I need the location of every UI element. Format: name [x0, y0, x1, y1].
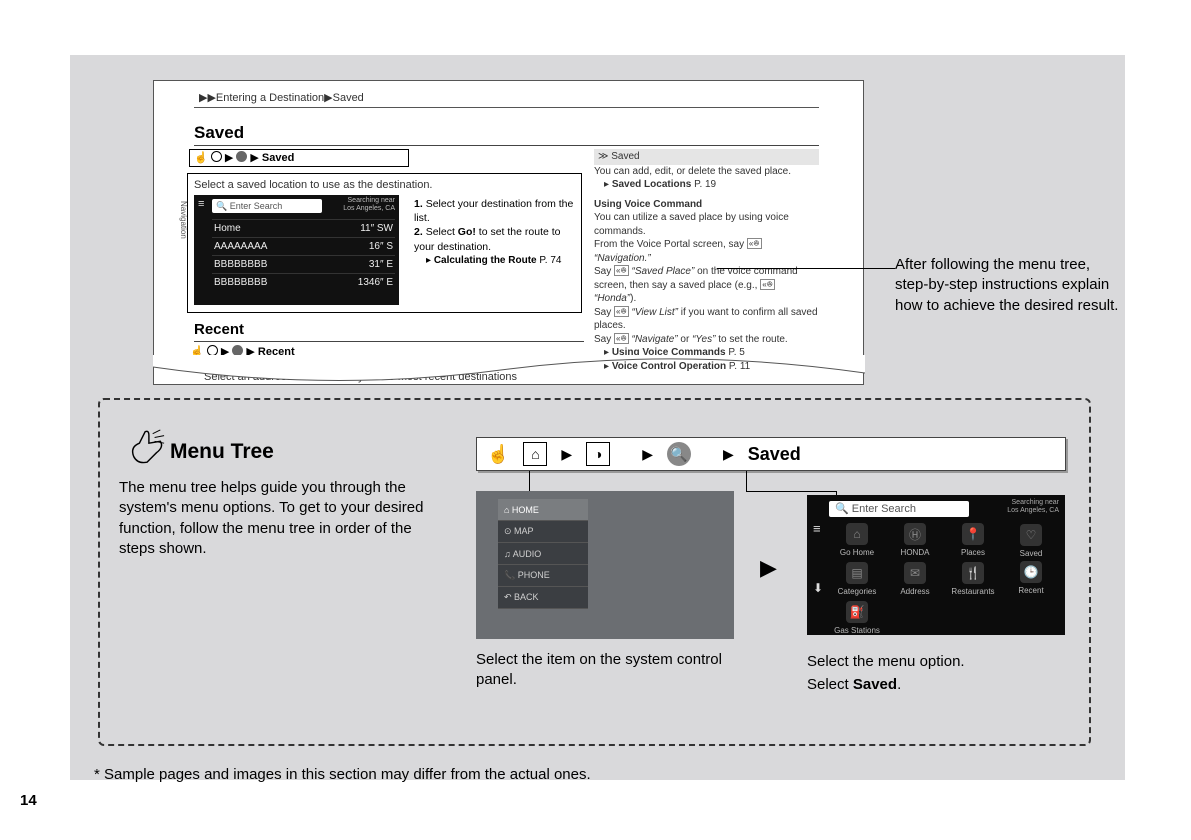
heading-saved: Saved — [194, 123, 244, 143]
menu-item-home: ⌂ HOME — [498, 499, 588, 521]
saved-label: Saved — [748, 444, 801, 465]
heading-recent: Recent — [194, 321, 244, 338]
menu-item-map: ⊙ MAP — [498, 521, 588, 543]
control-panel-screenshot: ⌂ HOME ⊙ MAP ♫ AUDIO 📞 PHONE ↶ BACK — [476, 491, 734, 639]
menu-tree-bar-recent: ☝ ▶ ▶ Recent — [190, 345, 295, 358]
connector-line — [746, 491, 836, 492]
search-field: 🔍 Enter Search — [212, 199, 322, 213]
hamburger-icon: ≡ — [813, 525, 821, 532]
caption-menu-option: Select the menu option. Select Saved. — [807, 650, 1057, 697]
arrow-icon: ▶ — [760, 555, 777, 581]
breadcrumb: ▶▶Entering a Destination▶Saved — [199, 91, 364, 104]
menu-tree-bar-large: ☝ ⌂ ▶ ◑ ▶ 🔍 ▶ Saved — [476, 437, 1066, 471]
callout-leader-line — [717, 268, 895, 269]
manual-page-capture: ▶▶Entering a Destination▶Saved Saved ☝ ▶… — [153, 80, 864, 385]
saved-list-screenshot: ≡ 🔍 Enter Search Searching nearLos Angel… — [194, 195, 399, 305]
menu-item-back: ↶ BACK — [498, 587, 588, 609]
caption-control-panel: Select the item on the system control pa… — [476, 650, 736, 689]
nav-icon: ◑ — [586, 442, 610, 466]
step-list: 1. Select your destination from the list… — [414, 197, 574, 267]
hand-icon — [128, 428, 166, 466]
down-arrow-icon: ⬇ — [813, 581, 823, 595]
menu-tree-bar-small: ☝ ▶ ▶ Saved — [189, 149, 409, 167]
menu-tree-body: The menu tree helps guide you through th… — [119, 478, 434, 559]
footnote: * Sample pages and images in this sectio… — [94, 766, 591, 783]
menu-tree-title: Menu Tree — [170, 440, 274, 464]
nav-tab-label: Navigation — [179, 201, 188, 239]
menu-item-phone: 📞 PHONE — [498, 565, 588, 587]
recent-instruction: Select an address from a list of your 50… — [204, 371, 517, 383]
search-field: 🔍 Enter Search — [829, 501, 969, 517]
hamburger-icon: ≡ — [198, 201, 204, 207]
search-icon: 🔍 — [667, 442, 691, 466]
nav-menu-screenshot: ≡ ⬇ 🔍 Enter Search Searching nearLos Ang… — [807, 495, 1065, 635]
connector-line — [746, 471, 747, 491]
home-icon: ⌂ — [523, 442, 547, 466]
menu-item-audio: ♫ AUDIO — [498, 543, 588, 565]
page-number: 14 — [20, 792, 37, 809]
side-info-column: ≫ Saved You can add, edit, or delete the… — [594, 149, 819, 373]
callout-text: After following the menu tree, step-by-s… — [895, 255, 1125, 316]
instruction-text: Select a saved location to use as the de… — [194, 179, 433, 191]
